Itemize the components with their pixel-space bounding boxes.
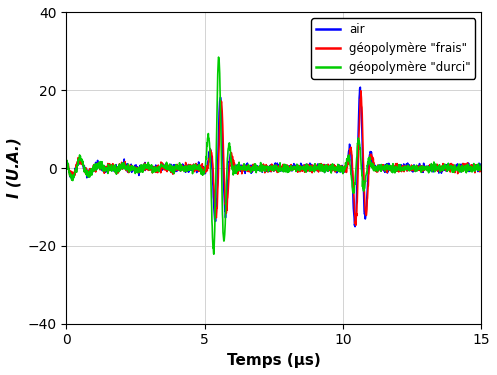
géopolymère "durci" xyxy=(248,166,254,170)
géopolymère "frais" xyxy=(95,162,101,166)
Line: géopolymère "durci": géopolymère "durci" xyxy=(66,57,481,254)
air xyxy=(95,163,101,168)
air xyxy=(255,165,261,169)
géopolymère "frais" xyxy=(63,160,69,165)
géopolymère "frais" xyxy=(300,169,306,173)
géopolymère "durci" xyxy=(63,161,69,166)
géopolymère "durci" xyxy=(300,166,306,170)
air xyxy=(248,163,254,167)
géopolymère "durci" xyxy=(112,163,118,167)
géopolymère "frais" xyxy=(358,88,364,93)
géopolymère "durci" xyxy=(211,252,217,257)
géopolymère "durci" xyxy=(256,168,262,172)
X-axis label: Temps (μs): Temps (μs) xyxy=(227,353,321,368)
géopolymère "durci" xyxy=(216,55,222,59)
air xyxy=(478,165,484,169)
géopolymère "frais" xyxy=(478,164,484,169)
air xyxy=(112,165,118,170)
géopolymère "durci" xyxy=(95,161,101,166)
air xyxy=(240,164,246,169)
géopolymère "frais" xyxy=(248,166,254,171)
air xyxy=(63,160,69,164)
Legend: air, géopolymère "frais", géopolymère "durci": air, géopolymère "frais", géopolymère "d… xyxy=(311,18,475,79)
géopolymère "frais" xyxy=(353,223,359,227)
géopolymère "frais" xyxy=(112,169,118,174)
géopolymère "durci" xyxy=(478,163,484,167)
air xyxy=(352,224,358,229)
géopolymère "durci" xyxy=(240,167,246,171)
air xyxy=(357,85,363,90)
air xyxy=(300,164,306,168)
Line: air: air xyxy=(66,87,481,226)
géopolymère "frais" xyxy=(240,165,246,170)
géopolymère "frais" xyxy=(255,165,261,170)
Line: géopolymère "frais": géopolymère "frais" xyxy=(66,91,481,225)
Y-axis label: I (U.A.): I (U.A.) xyxy=(7,138,22,198)
